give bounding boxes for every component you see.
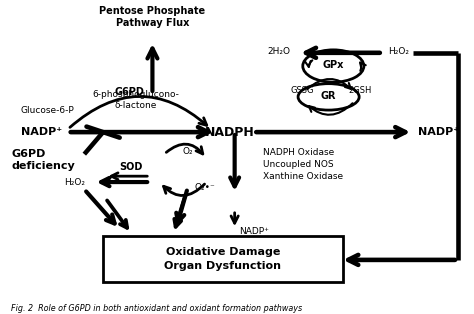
Text: Glucose-6-P: Glucose-6-P — [21, 106, 74, 115]
Text: NADPH: NADPH — [205, 126, 255, 138]
Text: H₂O₂: H₂O₂ — [389, 47, 410, 56]
Text: GR: GR — [321, 91, 337, 101]
Text: NADP⁺: NADP⁺ — [21, 127, 62, 137]
Text: Pentose Phosphate
Pathway Flux: Pentose Phosphate Pathway Flux — [100, 6, 206, 28]
Text: O₂•⁻: O₂•⁻ — [195, 183, 216, 192]
FancyBboxPatch shape — [103, 236, 343, 282]
Text: 2GSH: 2GSH — [348, 86, 372, 95]
Text: NADPH Oxidase
Uncoupled NOS
Xanthine Oxidase: NADPH Oxidase Uncoupled NOS Xanthine Oxi… — [263, 148, 343, 181]
Text: 6-phosphoglucono-
δ-lactone: 6-phosphoglucono- δ-lactone — [92, 90, 180, 110]
Text: Oxidative Damage
Organ Dysfunction: Oxidative Damage Organ Dysfunction — [164, 247, 282, 271]
Text: 2H₂O: 2H₂O — [268, 47, 291, 56]
Text: G6PD: G6PD — [114, 88, 144, 97]
Text: NADP⁺: NADP⁺ — [418, 127, 459, 137]
Text: H₂O₂: H₂O₂ — [64, 177, 85, 187]
Text: GPx: GPx — [323, 60, 344, 70]
Text: SOD: SOD — [119, 162, 143, 172]
Text: GSSG: GSSG — [290, 86, 314, 95]
Text: Fig. 2  Role of G6PD in both antioxidant and oxidant formation pathways: Fig. 2 Role of G6PD in both antioxidant … — [11, 304, 302, 313]
Text: G6PD
deficiency: G6PD deficiency — [11, 149, 75, 171]
Text: NADP⁺: NADP⁺ — [239, 227, 269, 236]
Text: O₂: O₂ — [182, 147, 193, 156]
